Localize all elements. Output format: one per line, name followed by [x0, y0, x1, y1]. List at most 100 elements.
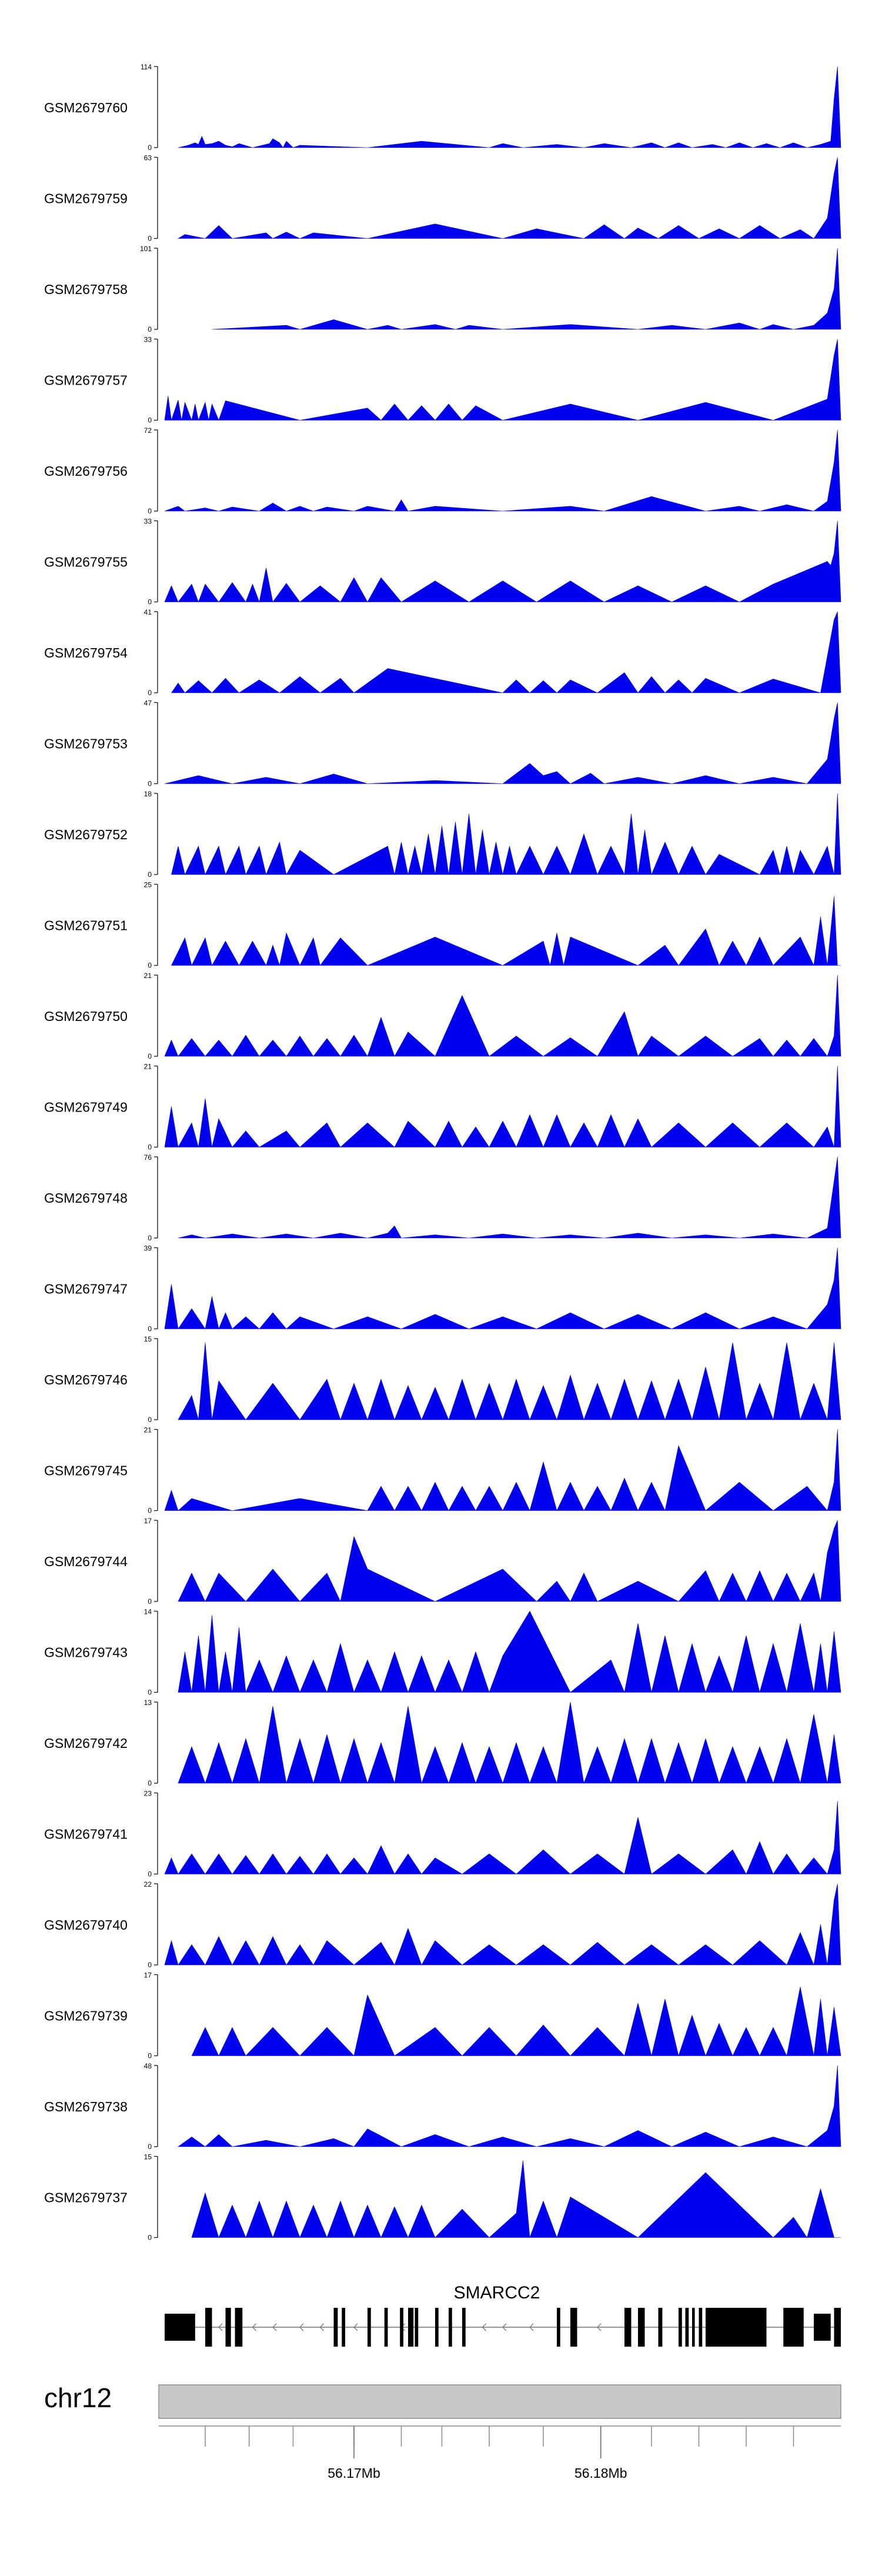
strand-arrow [529, 2323, 534, 2331]
gene-model-track: SMARCC2 [165, 2283, 841, 2347]
coverage-area [164, 429, 841, 512]
gene-name: SMARCC2 [454, 2283, 540, 2303]
y-axis-min-label: 0 [148, 870, 152, 879]
strand-arrow [272, 2323, 277, 2331]
coverage-track: GSM2679749 21 0 [44, 1063, 841, 1152]
y-axis-min-label: 0 [148, 2052, 152, 2060]
y-axis-min-label: 0 [148, 1597, 152, 1606]
y-axis-min-label: 0 [148, 2234, 152, 2242]
coverage-area [171, 793, 841, 876]
track-label: GSM2679759 [44, 191, 128, 206]
strand-arrow [252, 2323, 256, 2331]
coverage-area [164, 702, 841, 784]
track-label: GSM2679760 [44, 100, 128, 115]
exon-block [435, 2308, 439, 2347]
y-axis-min-label: 0 [148, 1325, 152, 1333]
coverage-area [178, 1342, 841, 1421]
track-label: GSM2679739 [44, 2008, 128, 2024]
axis-tick-label: 56.18Mb [574, 2465, 627, 2481]
exon-block [638, 2308, 645, 2347]
y-axis-min-label: 0 [148, 598, 152, 606]
exon-block [570, 2308, 577, 2347]
coverage-area [178, 1610, 841, 1693]
coverage-track: GSM2679746 15 0 [44, 1335, 841, 1424]
strand-arrow [299, 2323, 304, 2331]
track-label: GSM2679757 [44, 373, 128, 388]
coverage-track: GSM2679759 63 0 [44, 154, 841, 243]
y-axis-max-label: 63 [144, 154, 152, 162]
exon-block [449, 2308, 452, 2347]
coverage-track: GSM2679757 33 0 [44, 336, 841, 425]
track-label: GSM2679750 [44, 1009, 128, 1024]
coverage-track: GSM2679755 33 0 [44, 518, 841, 606]
y-axis-min-label: 0 [148, 1689, 152, 1697]
coverage-area [191, 1987, 841, 2057]
exon-block [760, 2308, 767, 2347]
y-axis-max-label: 22 [144, 1880, 152, 1888]
coverage-track: GSM2679752 18 0 [44, 790, 841, 879]
coverage-area [164, 1247, 841, 1330]
track-label: GSM2679746 [44, 1372, 128, 1387]
track-label: GSM2679741 [44, 1827, 128, 1842]
track-label: GSM2679758 [44, 282, 128, 297]
coverage-area [164, 1883, 841, 1966]
track-label: GSM2679754 [44, 645, 128, 660]
track-label: GSM2679756 [44, 463, 128, 479]
y-axis-max-label: 14 [144, 1608, 152, 1616]
track-label: GSM2679747 [44, 1282, 128, 1297]
coverage-area [171, 611, 841, 693]
exon-block [699, 2308, 703, 2347]
y-axis-min-label: 0 [148, 2143, 152, 2151]
exon-block [415, 2308, 419, 2347]
y-axis-min-label: 0 [148, 1507, 152, 1515]
y-axis-max-label: 101 [140, 245, 152, 253]
exon-block [408, 2308, 414, 2347]
y-axis-min-label: 0 [148, 1234, 152, 1242]
y-axis-min-label: 0 [148, 1052, 152, 1060]
chromosome-axis-track: chr12 56.17Mb 56.18Mb [44, 2383, 841, 2481]
y-axis-max-label: 21 [144, 1063, 152, 1071]
coverage-track: GSM2679742 13 0 [44, 1699, 841, 1787]
exon-block [658, 2308, 663, 2347]
coverage-area [212, 248, 841, 330]
coverage-track: GSM2679756 72 0 [44, 426, 841, 515]
y-axis-min-label: 0 [148, 689, 152, 697]
exon-block [235, 2308, 243, 2347]
exon-block [225, 2308, 231, 2347]
y-axis-min-label: 0 [148, 780, 152, 788]
exon-block [783, 2308, 804, 2347]
y-axis-min-label: 0 [148, 1143, 152, 1152]
y-axis-min-label: 0 [148, 235, 152, 243]
track-label: GSM2679753 [44, 736, 128, 752]
coverage-track: GSM2679747 39 0 [44, 1244, 841, 1333]
coverage-track: GSM2679751 25 0 [44, 881, 841, 970]
coverage-track: GSM2679745 21 0 [44, 1426, 841, 1515]
y-axis-max-label: 114 [141, 63, 152, 71]
y-axis-max-label: 21 [144, 972, 152, 980]
y-axis-min-label: 0 [148, 325, 152, 333]
coverage-area [164, 1801, 841, 1875]
coverage-track: GSM2679748 76 0 [44, 1153, 841, 1242]
utr-block [814, 2314, 831, 2341]
exon-block [706, 2308, 760, 2347]
y-axis-max-label: 33 [144, 336, 152, 344]
coverage-track: GSM2679758 101 0 [44, 245, 841, 333]
track-label: GSM2679751 [44, 918, 128, 933]
y-axis-max-label: 47 [144, 699, 152, 708]
coverage-area [178, 2065, 841, 2147]
y-axis-min-label: 0 [148, 962, 152, 970]
exon-block [685, 2308, 689, 2347]
coverage-track: GSM2679741 23 0 [44, 1790, 841, 1878]
track-label: GSM2679745 [44, 1463, 128, 1479]
y-axis-max-label: 48 [144, 2062, 152, 2070]
coverage-area [164, 339, 841, 421]
strand-arrow [353, 2323, 358, 2331]
coverage-track: GSM2679754 41 0 [44, 608, 841, 697]
exon-block [834, 2308, 841, 2347]
y-axis-max-label: 72 [144, 426, 152, 435]
track-label: GSM2679749 [44, 1100, 128, 1115]
coverage-track: GSM2679760 114 0 [44, 63, 841, 152]
y-axis-max-label: 17 [144, 1517, 152, 1525]
axis-tick-label: 56.17Mb [328, 2465, 380, 2481]
coverage-tracks: GSM2679760 114 0 GSM2679759 63 0 GSM2679758 101… [44, 63, 841, 2242]
